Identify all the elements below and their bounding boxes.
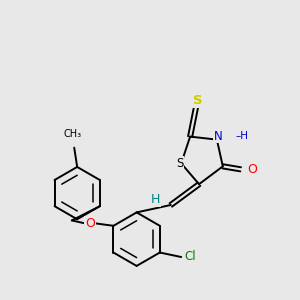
Text: H: H xyxy=(151,193,160,206)
Text: –H: –H xyxy=(235,131,248,141)
Text: N: N xyxy=(214,130,223,142)
Text: CH₃: CH₃ xyxy=(64,129,82,139)
Text: Cl: Cl xyxy=(184,250,196,263)
Text: O: O xyxy=(85,217,95,230)
Text: S: S xyxy=(193,94,202,107)
Text: O: O xyxy=(248,163,257,176)
Text: S: S xyxy=(176,157,183,170)
